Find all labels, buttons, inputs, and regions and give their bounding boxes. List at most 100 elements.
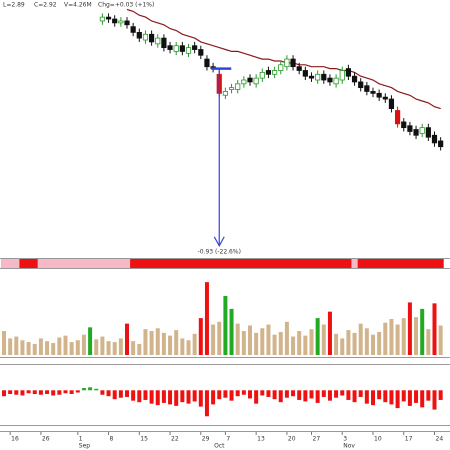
candle-body [271,70,278,75]
candle-body [198,49,204,56]
volume-bar [321,324,326,355]
volume-bar [420,308,425,355]
histogram-bar [248,390,252,399]
histogram-bar [309,390,314,399]
volume-bar [88,327,93,355]
candle-body [155,37,161,45]
histogram-bar [223,390,228,398]
volume-bar [438,325,443,355]
histogram-bar [352,390,357,403]
histogram-bar [266,390,271,397]
candle-body [278,64,284,71]
histogram-bar [57,390,62,395]
volume-bar [51,343,56,355]
histogram-bar [180,390,185,403]
histogram-bar [407,390,412,406]
volume-bar [272,334,277,355]
volume-bar [125,323,129,355]
histogram-bar [155,390,160,406]
candle-body [388,98,395,109]
x-tick-label: 22 [171,436,179,443]
x-tick-label: 20 [288,436,296,443]
candle-body [259,71,265,79]
x-month-label: Oct [214,443,225,450]
measure-arrowhead [213,236,225,247]
histogram-bar [340,390,345,396]
volume-bar [45,341,50,355]
histogram-bar [315,390,320,403]
candle-body [130,26,136,33]
volume-bar [340,338,345,355]
candle-body [370,91,376,94]
volume-bar [395,324,400,355]
candle-body [290,58,296,68]
candle-body [136,31,142,39]
volume-bar [426,329,431,355]
histogram-bar [38,390,43,395]
x-month-label: Nov [343,443,355,450]
candle-body [315,73,321,81]
volume-bar [235,323,240,355]
x-tick-label: 16 [11,436,19,443]
volume-bar [389,319,394,355]
candle-body [228,87,235,90]
volume-bar [112,342,117,355]
histogram-bar [438,390,443,400]
histogram-bar [401,390,406,402]
histogram-bar [8,390,13,394]
histogram-bar [420,390,425,408]
volume-bar [75,340,80,355]
histogram-bar [426,390,431,401]
candle-body [247,77,253,83]
volume-bar [106,341,111,355]
candle-body [394,110,401,125]
histogram-bar [327,390,332,401]
histogram-bar [192,390,197,402]
histogram-bar [321,390,326,397]
histogram-bar [118,390,123,398]
candle-body [124,20,130,26]
volume-bar [327,311,332,355]
histogram-bar [211,390,216,405]
volume-bar [217,321,222,355]
histogram-bar [88,387,93,391]
candle-body [112,18,118,24]
signal-band [37,259,131,268]
candle-body [425,127,431,138]
volume-bar [371,334,375,355]
candle-body [438,140,444,148]
candle-body [413,129,419,136]
volume-bar [291,336,296,355]
volume-bar [377,331,382,355]
volume-bar [8,338,13,355]
volume-bar [334,333,339,355]
volume-bar [211,324,216,355]
x-tick-label: 8 [110,436,114,443]
histogram-bar [241,390,246,395]
volume-bar [284,321,289,355]
x-month-label: Sep [79,443,91,450]
volume-bar [297,331,302,355]
candle-body [105,16,112,20]
volume-bar [198,318,203,355]
x-tick-label: 26 [42,436,50,443]
candle-body [241,79,247,85]
histogram-bar [94,388,99,391]
candle-body [142,33,149,41]
candle-body [302,70,308,77]
histogram-bar [26,390,31,394]
histogram-bar [229,390,234,401]
candle-body [376,92,382,98]
candle-body [235,83,241,90]
volume-bar [38,338,43,355]
candle-body [161,37,167,49]
histogram-bar [125,390,129,397]
x-tick-label: 3 [343,436,347,443]
volume-bar [20,340,25,355]
volume-bar [364,328,369,355]
histogram-bar [45,390,50,394]
volume-bar [204,282,209,355]
volume-bar [143,329,148,355]
histogram-bar [389,390,394,405]
candle-body [179,45,185,52]
